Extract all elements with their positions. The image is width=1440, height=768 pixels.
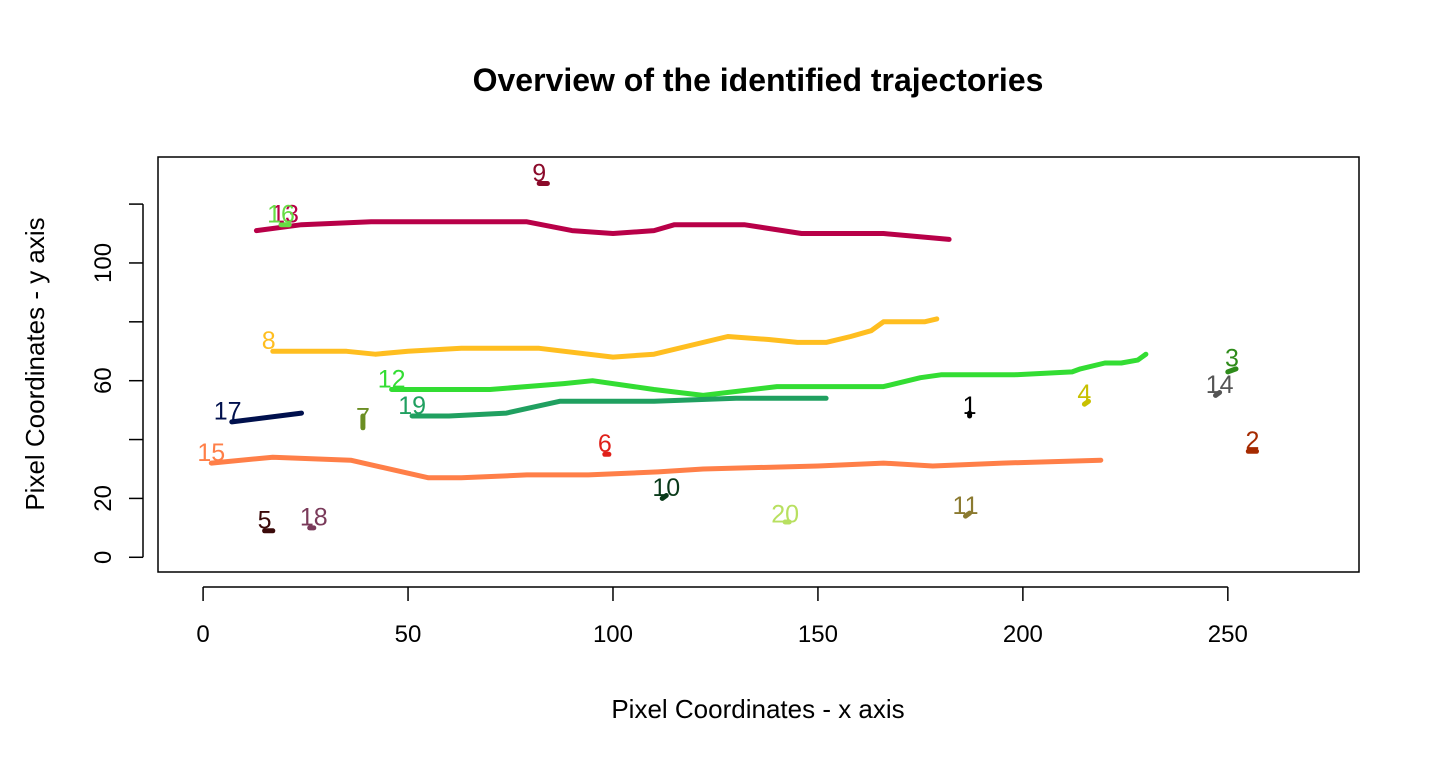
y-tick-label: 20: [90, 485, 117, 512]
y-tick-label: 60: [90, 367, 117, 394]
trajectory-label-10: 10: [652, 474, 680, 502]
trajectory-label-8: 8: [262, 327, 276, 355]
trajectory-label-13: 13: [271, 200, 299, 228]
chart-title: Overview of the identified trajectories: [473, 62, 1044, 98]
trajectory-label-4: 4: [1077, 380, 1091, 408]
trajectory-label-17: 17: [214, 398, 242, 426]
plot-frame: [157, 156, 1360, 573]
x-tick-label: 200: [1003, 621, 1043, 648]
series-layer: [208, 181, 1259, 534]
x-axis: 0 50 100 150 200 250: [196, 586, 1248, 648]
x-axis-title: Pixel Coordinates - x axis: [611, 694, 904, 724]
trajectory-label-7: 7: [356, 404, 370, 432]
trajectory-19: [409, 395, 829, 419]
trajectory-15: [208, 454, 1104, 481]
trajectory-4: [1081, 398, 1091, 407]
trajectory-label-1: 1: [963, 392, 977, 420]
trajectory-17: [229, 410, 304, 425]
trajectory-label-12: 12: [378, 365, 406, 393]
trajectory-8: [270, 316, 940, 360]
trajectory-3: [1225, 366, 1239, 375]
trajectory-13: [253, 219, 952, 242]
trajectory-label-15: 15: [197, 439, 225, 467]
trajectory-label-2: 2: [1245, 427, 1259, 455]
x-tick-label: 50: [395, 621, 422, 648]
trajectory-label-14: 14: [1206, 371, 1234, 399]
x-tick-label: 0: [196, 621, 209, 648]
x-tick-label: 150: [798, 621, 838, 648]
y-axis-title: Pixel Coordinates - y axis: [20, 217, 50, 510]
trajectory-14: [1213, 390, 1223, 398]
trajectory-label-19: 19: [398, 392, 426, 420]
x-tick-label: 250: [1208, 621, 1248, 648]
y-tick-label: 0: [90, 551, 117, 564]
trajectory-label-20: 20: [771, 501, 799, 529]
y-tick-label: 100: [90, 243, 117, 283]
trajectory-label-11: 11: [953, 492, 979, 520]
trajectory-label-3: 3: [1225, 345, 1239, 373]
trajectory-12: [389, 351, 1149, 398]
trajectory-label-5: 5: [258, 507, 272, 535]
trajectory-label-18: 18: [300, 504, 328, 532]
y-axis: 0 20 60 100: [90, 203, 144, 564]
trajectory-10: [659, 493, 669, 501]
trajectory-label-16: 16: [267, 200, 295, 228]
trajectory-11: [963, 510, 973, 519]
trajectory-label-9: 9: [532, 159, 546, 187]
x-tick-label: 100: [593, 621, 633, 648]
trajectory-label-6: 6: [598, 430, 612, 458]
